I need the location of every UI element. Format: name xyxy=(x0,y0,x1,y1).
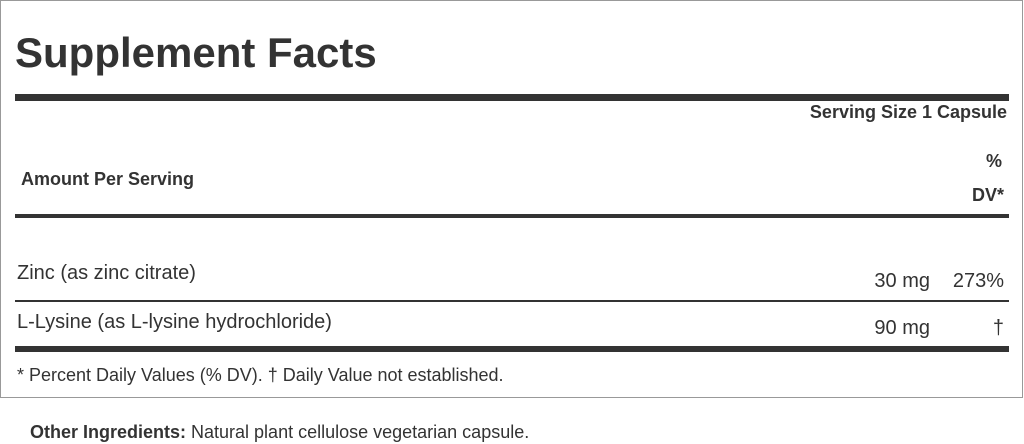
other-ingredients: Other Ingredients: Natural plant cellulo… xyxy=(30,422,529,443)
nutrient-dv: † xyxy=(992,317,1004,339)
thick-divider xyxy=(15,346,1009,352)
footnote: * Percent Daily Values (% DV). † Daily V… xyxy=(17,365,504,385)
supplement-facts-panel: Supplement Facts Serving Size 1 Capsule … xyxy=(0,0,1023,398)
nutrient-dv: 273% xyxy=(952,270,1004,292)
dv-header-dv: DV* xyxy=(971,185,1004,205)
nutrient-amount: 90 mg xyxy=(874,317,930,339)
other-ingredients-text: Natural plant cellulose vegetarian capsu… xyxy=(186,422,530,442)
amount-per-serving-header: Amount Per Serving xyxy=(21,169,195,189)
thick-divider xyxy=(15,94,1009,101)
row-divider xyxy=(15,300,1009,302)
nutrient-name: Zinc (as zinc citrate) xyxy=(17,262,196,284)
nutrient-amount: 30 mg xyxy=(874,270,930,292)
header-divider xyxy=(15,214,1009,218)
panel-title: Supplement Facts xyxy=(15,29,377,76)
other-ingredients-label: Other Ingredients: xyxy=(30,422,187,442)
serving-size: Serving Size 1 Capsule xyxy=(809,102,1007,122)
dv-header-percent: % xyxy=(985,151,1002,171)
nutrient-name: L-Lysine (as L-lysine hydrochloride) xyxy=(17,311,332,333)
